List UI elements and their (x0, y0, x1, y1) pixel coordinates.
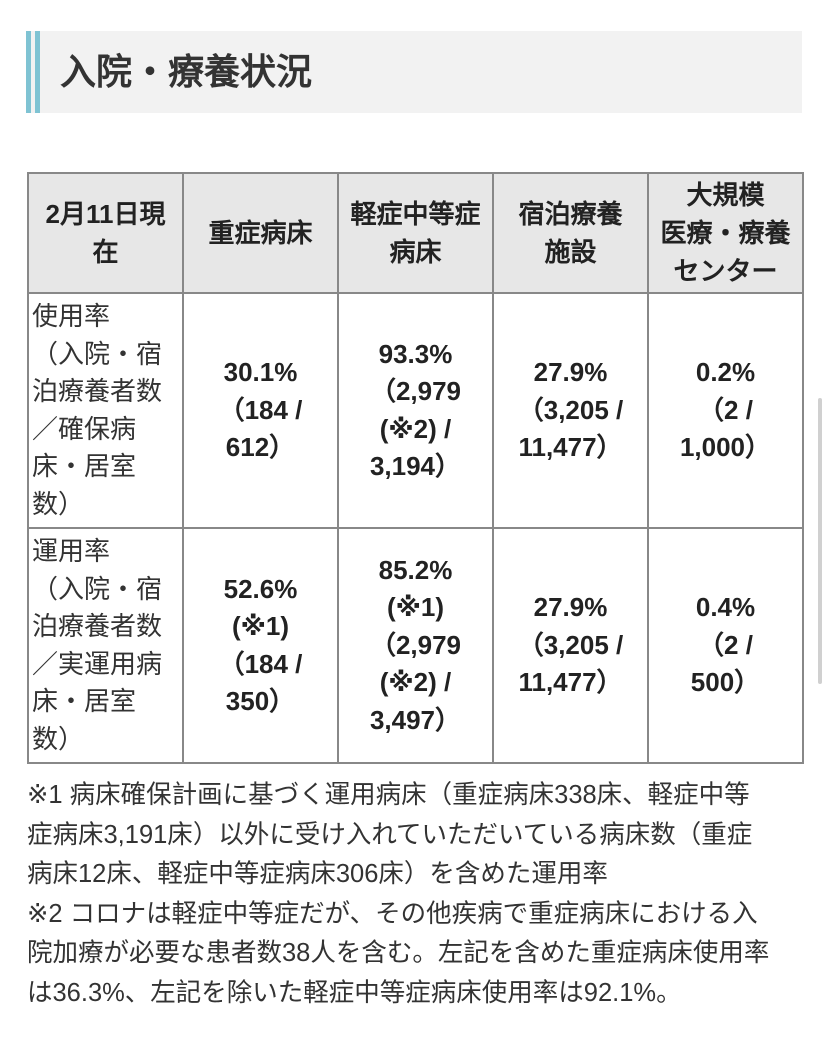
cell-line: (※1) (386, 592, 445, 623)
cell-line: 350） (225, 686, 296, 716)
usage-rate-label: 使用率 （入院・宿泊療養者数 ／確保病床・居室数） (27, 292, 184, 529)
cell-line: 0.2% (695, 357, 756, 388)
header-severe-beds: 重症病床 (182, 172, 339, 294)
operating-center-value: 0.4% （2 / 500） (647, 527, 804, 764)
cell-line: 612） (225, 432, 296, 463)
cell-line: 27.9% (533, 357, 608, 388)
note-line: 症病床3,191床）以外に受け入れていただいている病床数（重症 (27, 820, 753, 849)
header-line: 宿泊療養 (518, 199, 623, 229)
cell-line: 85.2% (378, 554, 453, 585)
header-line: 施設 (544, 237, 597, 267)
header-line: 医療・療養 (660, 218, 791, 248)
cell-line: (※2) / (379, 667, 452, 698)
cell-line: （2,979 (369, 629, 462, 660)
row-label-line: 泊療養者数 (32, 611, 163, 641)
operating-severe-beds-value: 52.6% (※1) （184 / 350） (182, 527, 339, 764)
scroll-indicator[interactable] (818, 398, 822, 684)
row-label-line: 床・居室 (32, 451, 137, 481)
row-operating-rate: 運用率 （入院・宿泊療養者数 ／実運用病床・居室数） 52.6% (※1) （184 /… (27, 527, 804, 764)
cell-line: （2 / (698, 629, 753, 660)
cell-line: 27.9% (533, 592, 608, 623)
row-label-line: ／確保病 (32, 413, 137, 444)
cell-line: (※2) / (379, 413, 452, 444)
usage-center-value: 0.2% （2 / 1,000） (647, 292, 804, 529)
cell-line: （3,205 / (517, 629, 624, 660)
usage-mild-moderate-beds-value: 93.3% （2,979 (※2) / 3,194） (337, 292, 494, 529)
header-line: センター (673, 256, 778, 286)
footnote-1: ※1 病床確保計画に基づく運用病床（重症病床338床、軽症中等 症病床3,191床… (27, 776, 799, 895)
cell-line: 30.1% (223, 357, 298, 388)
row-usage-rate: 使用率 （入院・宿 泊療養者数 ／確保病 床・居室 数） 30.1% （184 /612） … (27, 292, 804, 529)
header-lodging-facilities: 宿泊療養 施設 (492, 172, 649, 294)
header-line: 軽症中等症 (350, 199, 481, 229)
row-label-line: 使用率 (32, 301, 111, 331)
section-title: 入院・療養状況 (60, 51, 313, 92)
row-label-line: （入院・宿 (32, 573, 163, 604)
cell-line: 93.3% (378, 338, 453, 369)
header-large-scale-center: 大規模医療・療養センター (647, 172, 804, 294)
note-line: 院加療が必要な患者数38人を含む。左記を含めた重症病床使用率 (27, 939, 770, 967)
note-line: 病床12床、軽症中等症病床306床）を含めた運用率 (27, 860, 608, 888)
header-line: 病床 (389, 237, 442, 267)
row-label-line: （入院・宿 (32, 338, 163, 369)
cell-line: 0.4% (695, 592, 756, 623)
cell-line: 11,477） (518, 667, 623, 698)
cell-line: 3,194） (369, 451, 462, 481)
cell-line: （2 / (698, 394, 753, 425)
header-line: 在 (92, 237, 119, 267)
header-line: 2月11日現 (45, 199, 166, 229)
header-mild-moderate-beds: 軽症中等症 病床 (337, 172, 494, 294)
hospitalization-status-table: 2月11日現在 重症病床 軽症中等症病床 宿泊療養施設 大規模医療・療養センター… (27, 172, 804, 764)
row-label-line: 数） (32, 723, 85, 754)
cell-line: 11,477） (518, 432, 623, 463)
usage-severe-beds-value: 30.1% （184 / 612） (182, 292, 339, 529)
cell-line: （3,205 / (517, 394, 624, 425)
cell-line: （184 / (218, 394, 303, 425)
footnotes: ※1 病床確保計画に基づく運用病床（重症病床338床、軽症中等 症病床3,191床… (27, 776, 799, 1013)
usage-lodging-value: 27.9% （3,205 / 11,477） (492, 292, 649, 529)
cell-line: 1,000） (679, 432, 772, 463)
header-date: 2月11日現在 (27, 172, 184, 294)
cell-line: （2,979 (369, 376, 462, 406)
cell-line: (※1) (231, 611, 290, 641)
section-heading: 入院・療養状況 (26, 31, 802, 113)
cell-line: 52.6% (223, 573, 298, 604)
note-line: は36.3%、左記を除いた軽症中等症病床使用率は92.1%。 (27, 978, 682, 1007)
header-line: 大規模 (686, 180, 765, 210)
note-line: ※1 病床確保計画に基づく運用病床（重症病床338床、軽症中等 (27, 781, 750, 809)
footnote-2: ※2 コロナは軽症中等症だが、その他疾病で重症病床における入 院加療が必要な患者数… (27, 895, 799, 1014)
row-label-line: 泊療養者数 (32, 376, 163, 406)
row-label-line: ／実運用病 (32, 648, 163, 679)
header-line: 重症病床 (208, 218, 313, 248)
row-label-line: 床・居室 (32, 686, 137, 716)
row-label-line: 運用率 (32, 536, 111, 566)
cell-line: 500） (690, 667, 761, 698)
operating-mild-moderate-beds-value: 85.2% (※1) （2,979 (※2) / 3,497） (337, 527, 494, 764)
note-line: ※2 コロナは軽症中等症だが、その他疾病で重症病床における入 (27, 899, 758, 928)
operating-lodging-value: 27.9% （3,205 / 11,477） (492, 527, 649, 764)
cell-line: 3,497） (369, 704, 462, 735)
cell-line: （184 / (218, 648, 303, 679)
operating-rate-label: 運用率 （入院・宿泊療養者数 ／実運用病床・居室数） (27, 527, 184, 764)
table-header-row: 2月11日現在 重症病床 軽症中等症病床 宿泊療養施設 大規模医療・療養センター (27, 172, 804, 294)
row-label-line: 数） (32, 488, 85, 519)
